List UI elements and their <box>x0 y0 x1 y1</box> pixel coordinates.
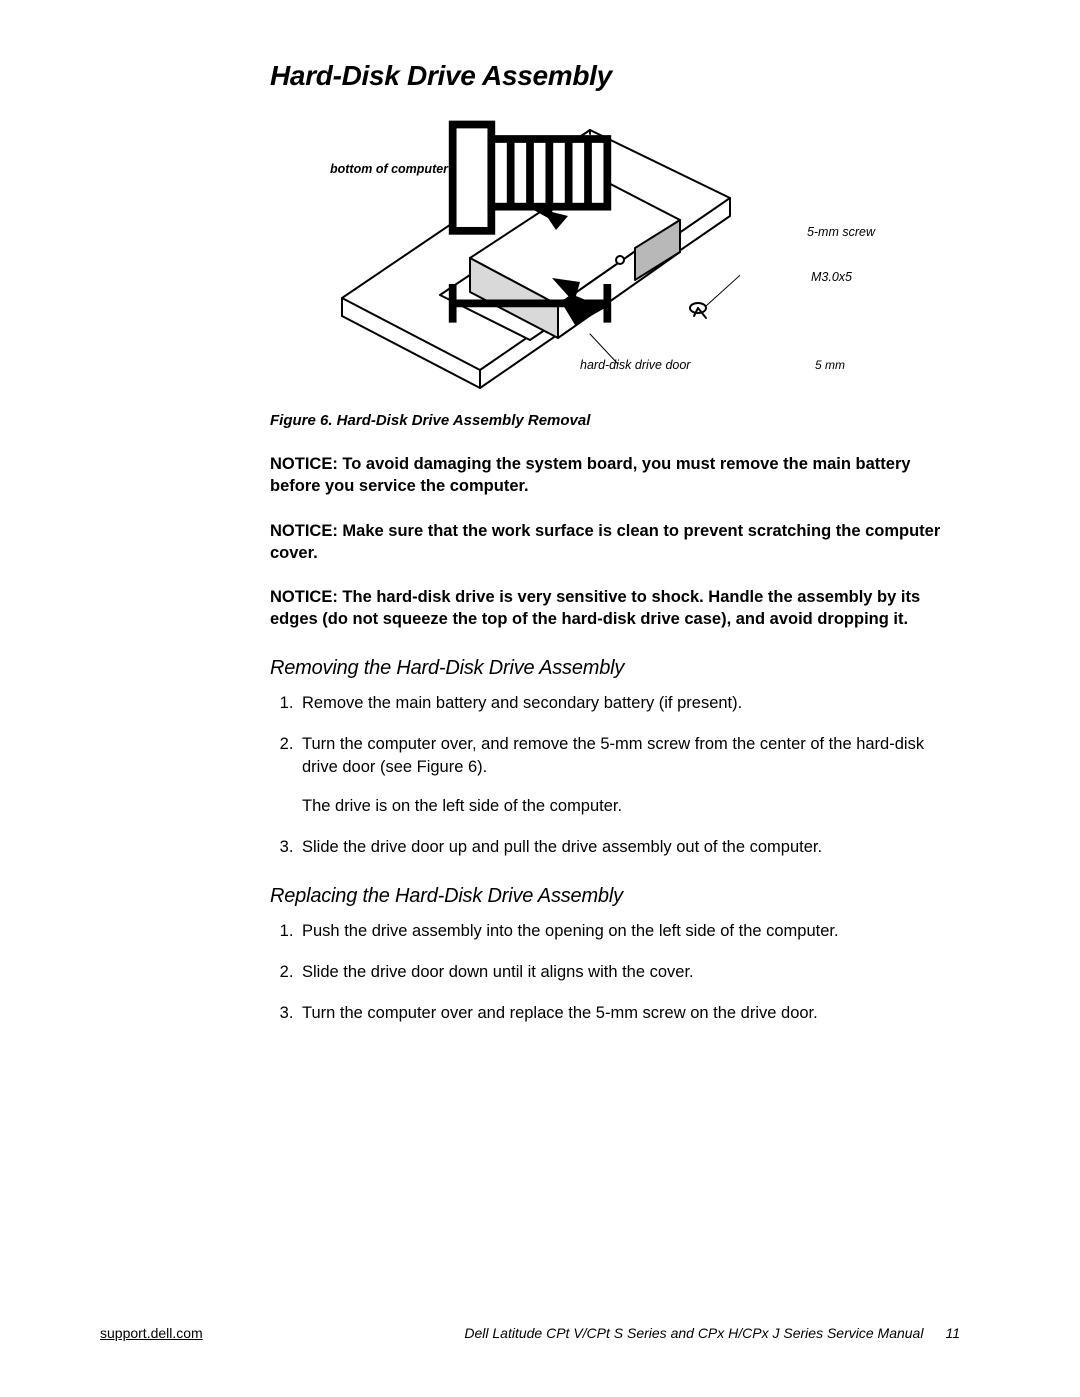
notice-3: NOTICE: The hard-disk drive is very sens… <box>270 586 960 631</box>
figure-caption: Figure 6. Hard-Disk Drive Assembly Remov… <box>270 412 960 429</box>
list-item: Slide the drive door up and pull the dri… <box>298 836 960 859</box>
section-heading-replacing: Replacing the Hard-Disk Drive Assembly <box>270 885 960 908</box>
list-item: Remove the main battery and secondary ba… <box>298 692 960 715</box>
step-text: Slide the drive door down until it align… <box>302 963 694 981</box>
screw-icon <box>320 110 740 400</box>
notice-2: NOTICE: Make sure that the work surface … <box>270 520 960 565</box>
label-5mm-screw: 5-mm screw <box>807 225 875 239</box>
step-text: Turn the computer over and replace the 5… <box>302 1004 818 1022</box>
list-item: Slide the drive door down until it align… <box>298 961 960 984</box>
list-item: Push the drive assembly into the opening… <box>298 920 960 943</box>
step-subtext: The drive is on the left side of the com… <box>302 795 960 818</box>
step-text: Turn the computer over, and remove the 5… <box>302 735 924 776</box>
manual-title: Dell Latitude CPt V/CPt S Series and CPx… <box>464 1325 923 1341</box>
label-m3-0x5: M3.0x5 <box>811 270 852 284</box>
list-item: Turn the computer over, and remove the 5… <box>298 733 960 818</box>
figure-6: bottom of computer 5-mm screw M3.0x5 5 m… <box>310 110 870 400</box>
page-footer: support.dell.com Dell Latitude CPt V/CPt… <box>100 1325 960 1341</box>
notice-1: NOTICE: To avoid damaging the system boa… <box>270 453 960 498</box>
replacing-steps: Push the drive assembly into the opening… <box>270 920 960 1025</box>
page-number: 11 <box>945 1325 960 1341</box>
step-text: Push the drive assembly into the opening… <box>302 922 839 940</box>
label-5mm: 5 mm <box>815 358 845 372</box>
support-link[interactable]: support.dell.com <box>100 1325 203 1341</box>
removing-steps: Remove the main battery and secondary ba… <box>270 692 960 859</box>
step-text: Remove the main battery and secondary ba… <box>302 694 742 712</box>
step-text: Slide the drive door up and pull the dri… <box>302 838 822 856</box>
list-item: Turn the computer over and replace the 5… <box>298 1002 960 1025</box>
page-heading: Hard-Disk Drive Assembly <box>270 60 960 92</box>
section-heading-removing: Removing the Hard-Disk Drive Assembly <box>270 657 960 680</box>
